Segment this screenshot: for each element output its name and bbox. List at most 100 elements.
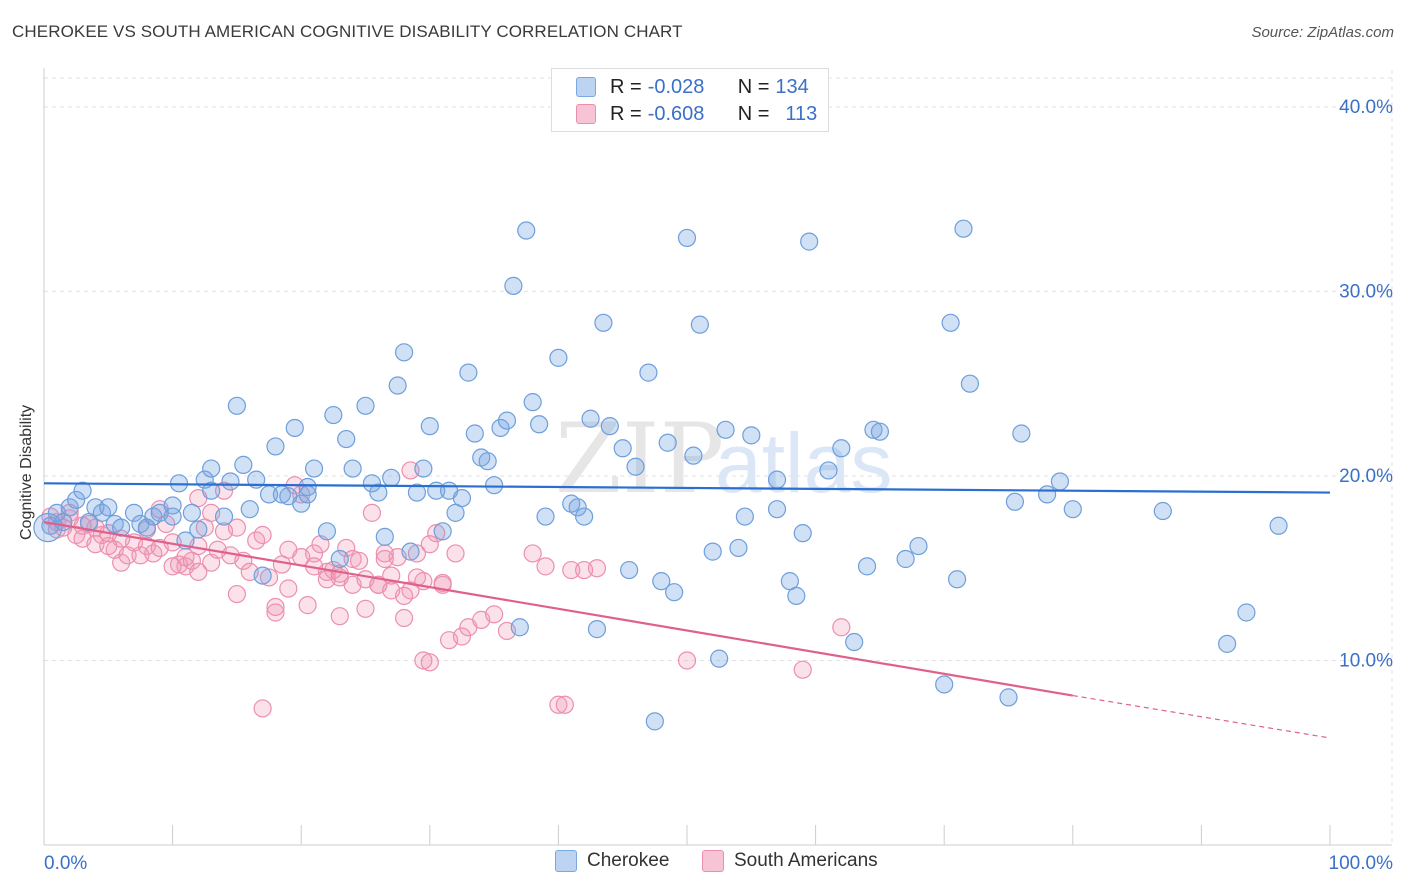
south-americans-point	[793, 660, 812, 679]
cherokee-point	[266, 437, 285, 456]
cherokee-point	[407, 483, 427, 502]
watermark-atlas: atlas	[715, 416, 892, 510]
cherokee-point	[819, 461, 838, 480]
south-americans-point	[356, 599, 375, 618]
cherokee-point	[645, 712, 664, 731]
cherokee-point	[401, 542, 420, 561]
cherokee-point	[1218, 634, 1237, 653]
cherokee-point	[665, 583, 684, 602]
legend-n-value-south-americans: 113	[785, 102, 818, 125]
y-tick-label: 30.0%	[1339, 281, 1393, 302]
cherokee-point	[857, 557, 877, 576]
cherokee-point	[465, 424, 484, 443]
legend: R = -0.028 N = 134 R = -0.608 N = 113	[551, 68, 829, 132]
cherokee-point	[575, 507, 594, 526]
cherokee-point	[214, 507, 234, 526]
south-americans-point	[420, 653, 439, 672]
south-americans-point	[562, 560, 581, 580]
south-americans-point	[407, 544, 427, 563]
cherokee-point	[600, 417, 619, 436]
cherokee-point	[1269, 516, 1288, 535]
south-americans-point	[343, 549, 362, 569]
legend-n-value-cherokee: 134	[775, 75, 809, 98]
south-americans-point	[555, 695, 574, 714]
legend-row-south-americans: R = -0.608 N = 113	[576, 101, 817, 127]
south-americans-point	[452, 627, 472, 646]
cherokee-point	[73, 481, 92, 500]
cherokee-point	[478, 452, 497, 471]
cherokee-point	[517, 221, 536, 240]
south-americans-point	[677, 651, 697, 670]
cherokee-point	[227, 396, 246, 415]
south-americans-point	[279, 579, 298, 598]
cherokee-point	[99, 498, 118, 517]
south-americans-point	[394, 586, 414, 605]
cherokee-point	[504, 276, 523, 295]
cherokee-point	[382, 468, 401, 487]
y-tick-label: 40.0%	[1339, 97, 1393, 118]
south-americans-point	[298, 596, 317, 615]
cherokee-point	[163, 507, 182, 526]
south-americans-point	[176, 548, 195, 567]
cherokee-point	[652, 572, 671, 591]
y-tick-label: 10.0%	[1339, 650, 1393, 671]
south-americans-point	[163, 557, 182, 576]
cherokee-point	[568, 498, 587, 517]
cherokee-point	[485, 476, 504, 495]
south-americans-point	[189, 562, 208, 582]
south-americans-point	[549, 695, 568, 714]
south-americans-point	[99, 536, 118, 556]
cherokee-legend-label: Cherokee	[587, 850, 670, 871]
x-tick-label-max: 100.0%	[1329, 853, 1394, 874]
south-americans-point	[349, 551, 369, 570]
axes	[43, 68, 1392, 846]
south-americans-legend-label: South Americans	[734, 850, 878, 871]
cherokee-point	[292, 494, 311, 513]
cherokee-point	[870, 422, 890, 441]
south-americans-point	[214, 481, 234, 500]
cherokee-point	[1153, 501, 1172, 521]
bottom-legend-south-americans: South Americans	[702, 850, 878, 872]
cherokee-point	[240, 500, 259, 519]
cherokee-point	[658, 433, 677, 452]
south-americans-point	[227, 584, 246, 604]
cherokee-point	[394, 343, 414, 362]
cherokee-point	[1005, 492, 1025, 511]
legend-n-label: N =	[737, 102, 770, 125]
cherokee-point	[452, 488, 472, 508]
south-americans-point	[394, 608, 414, 628]
legend-n-label: N =	[737, 75, 770, 98]
cherokee-point	[1063, 500, 1082, 519]
cherokee-point	[137, 518, 156, 537]
cherokee-point	[639, 363, 658, 382]
cherokee-point	[941, 313, 960, 332]
south-americans-point	[523, 544, 542, 563]
cherokee-point	[864, 420, 883, 439]
cherokee-point	[710, 649, 729, 668]
cherokee-point	[60, 498, 79, 517]
cherokee-point	[67, 490, 86, 510]
cherokee-point	[677, 228, 697, 248]
cherokee-point	[960, 374, 980, 393]
trend-lines	[43, 482, 1331, 739]
tick-labels: 10.0% 20.0% 30.0% 40.0% 0.0% 100.0%	[44, 97, 1393, 874]
south-americans-trend-extrapolation	[1072, 694, 1331, 739]
cherokee-point	[324, 405, 343, 425]
south-americans-trend-line	[43, 520, 1073, 697]
south-americans-point	[259, 568, 279, 587]
cherokee-legend-swatch	[555, 850, 577, 872]
cherokee-point	[330, 549, 349, 569]
cherokee-point	[388, 376, 407, 395]
cherokee-point	[356, 396, 375, 415]
cherokee-point	[896, 549, 915, 569]
cherokee-point	[1050, 472, 1070, 491]
south-americans-point	[832, 618, 851, 637]
south-americans-point	[420, 535, 439, 554]
cherokee-point	[510, 618, 529, 637]
south-americans-point	[375, 544, 394, 563]
cherokee-point	[549, 348, 568, 367]
south-americans-point	[266, 597, 285, 617]
legend-r-label: R =	[610, 102, 642, 125]
legend-r-value-cherokee: -0.028	[647, 75, 705, 98]
